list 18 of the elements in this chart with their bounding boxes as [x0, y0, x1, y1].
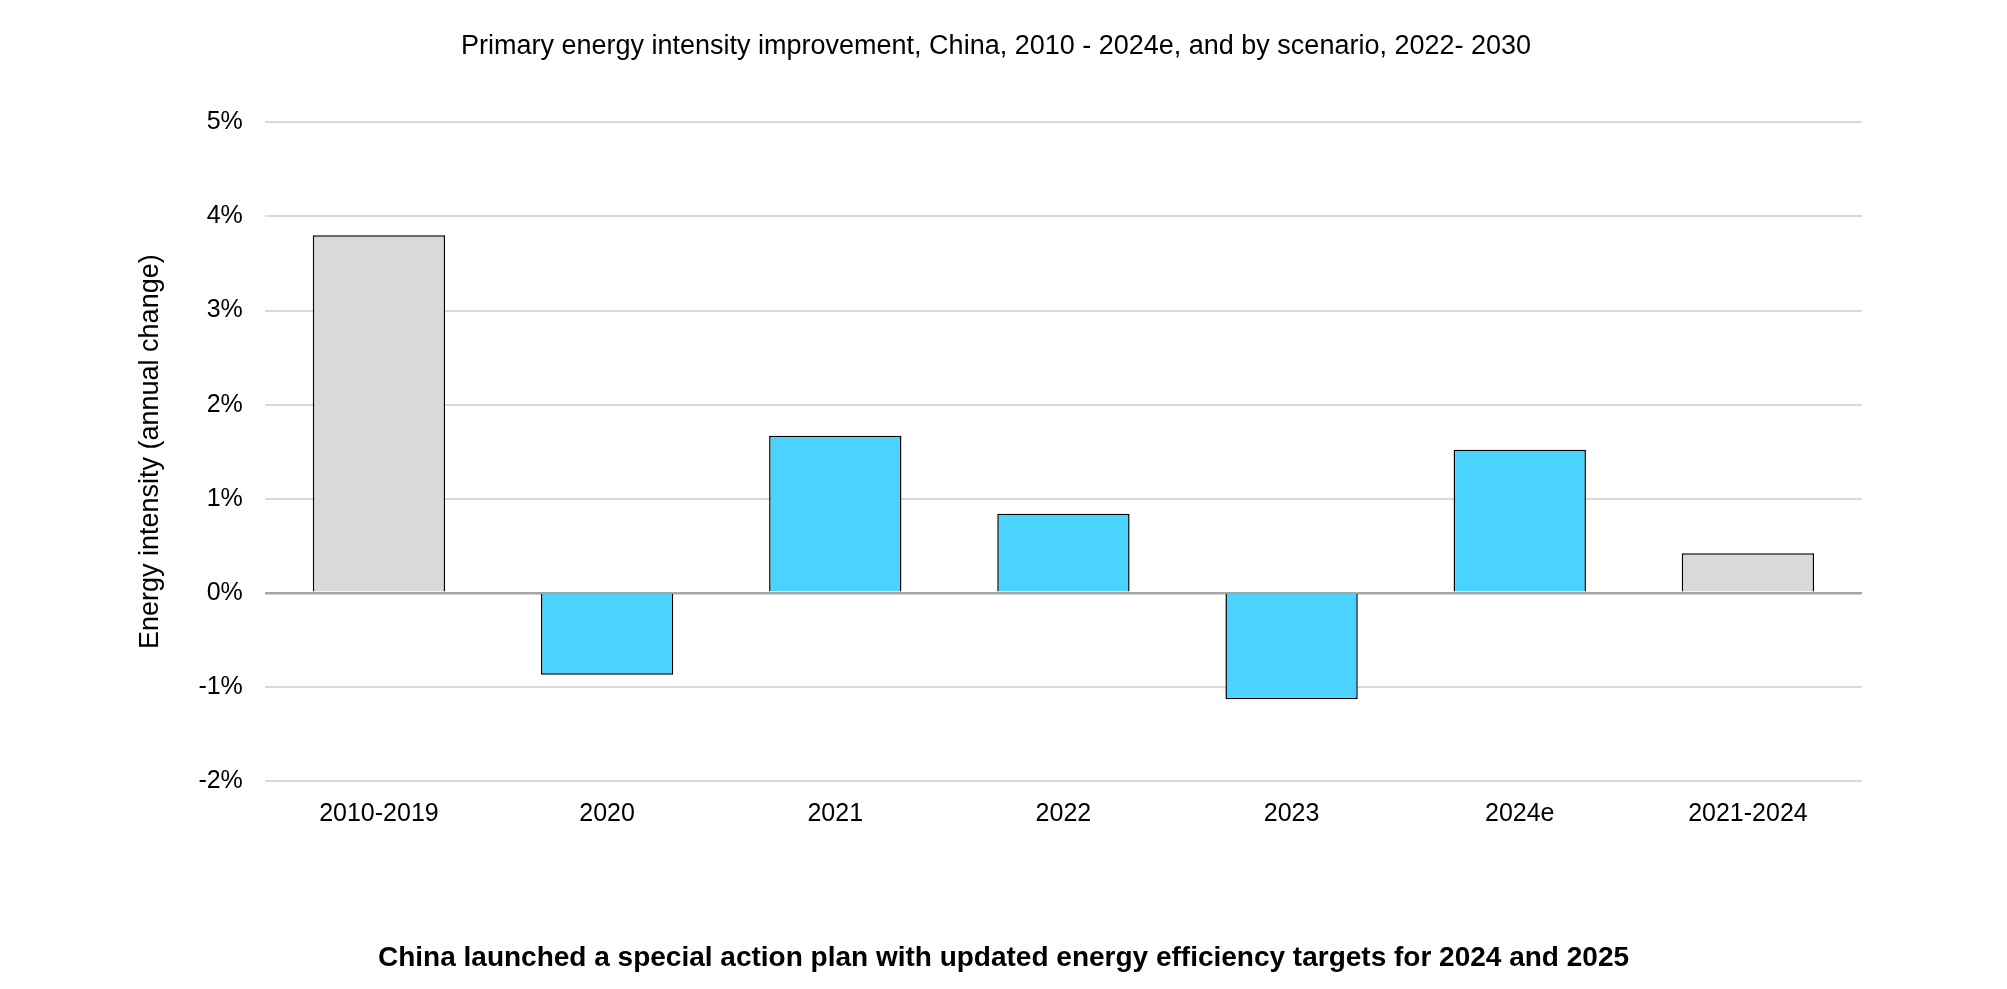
x-tick-label: 2010-2019 — [319, 797, 439, 826]
text: China launched a special action plan with updated energy efficiency targets for 2024 and 2025 — [377, 940, 1630, 972]
x-tick-label: 2022 — [1035, 797, 1092, 826]
y-axis-title: Energy intensity (annual change) — [133, 254, 164, 650]
x-tick-label: 2023 — [1263, 797, 1320, 826]
y-tick-label: 1% — [206, 482, 243, 511]
x-tick-label: 2024e — [1484, 797, 1555, 826]
y-tick-label: 5% — [206, 106, 243, 135]
y-tick-label: 2% — [206, 388, 243, 417]
y-tick-label: -2% — [198, 764, 243, 793]
chart-title: Primary energy intensity improvement, China, 2010 - 2024e, and by scenario, 2022- 2030 — [460, 29, 1532, 60]
y-tick-label: -1% — [198, 670, 243, 699]
x-tick-label: 2021-2024 — [1688, 797, 1808, 826]
x-tick-label: 2020 — [579, 797, 635, 826]
x-tick-label: 2021 — [807, 797, 864, 826]
y-tick-label: 4% — [206, 200, 243, 229]
y-tick-label: 3% — [206, 294, 243, 323]
y-tick-label: 0% — [206, 576, 243, 605]
